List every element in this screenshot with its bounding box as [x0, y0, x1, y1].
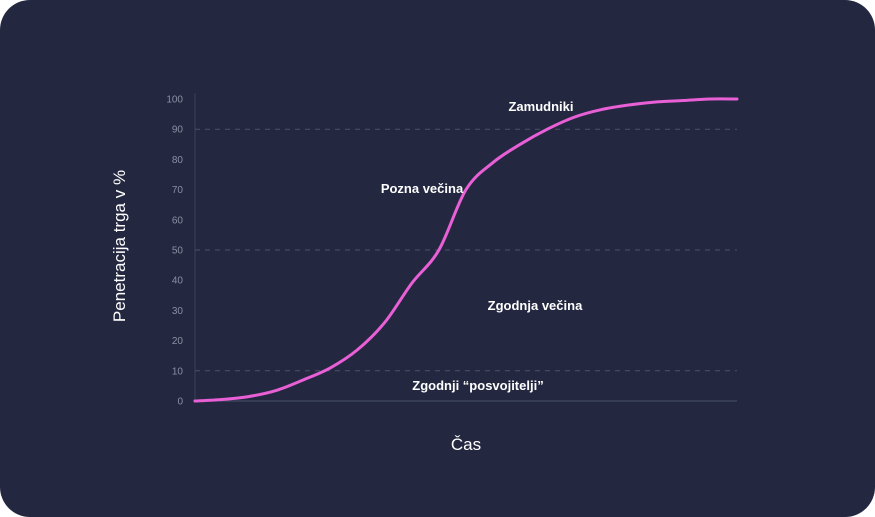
annotation-early-majority: Zgodnja večina [488, 298, 583, 313]
y-tick-label-20: 20 [172, 336, 184, 347]
y-tick-label-10: 10 [172, 366, 184, 377]
y-tick-label-60: 60 [172, 215, 184, 226]
y-tick-label-100: 100 [166, 95, 183, 106]
x-axis-title: Čas [451, 435, 481, 454]
y-tick-label-90: 90 [172, 125, 184, 136]
y-tick-label-30: 30 [172, 306, 184, 317]
y-tick-label-80: 80 [172, 155, 184, 166]
adoption-curve-line [193, 97, 739, 403]
y-tick-label-70: 70 [172, 185, 184, 196]
annotation-early-adopters: Zgodnji “posvojitelji” [412, 378, 543, 393]
annotation-late-majority: Pozna večina [381, 181, 464, 196]
annotation-laggards: Zamudniki [508, 99, 573, 114]
y-tick-label-40: 40 [172, 276, 184, 287]
y-tick-label-0: 0 [177, 397, 183, 408]
y-tick-label-50: 50 [172, 246, 184, 257]
y-axis-title: Penetracija trga v % [110, 170, 129, 322]
